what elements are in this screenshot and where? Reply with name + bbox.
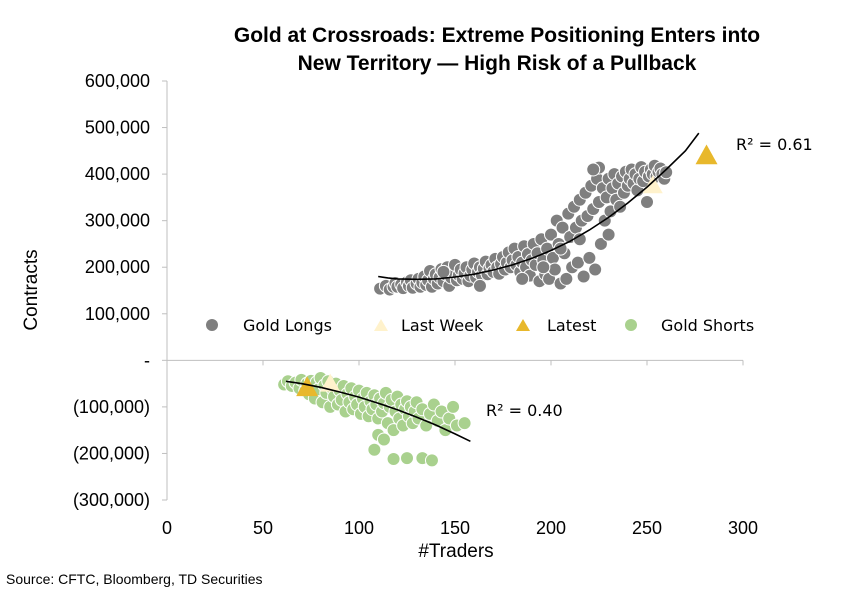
series-gold-longs — [373, 158, 674, 297]
x-tick-label: 100 — [344, 518, 374, 538]
x-tick-label: 300 — [728, 518, 758, 538]
gold-longs-trendline — [378, 132, 700, 281]
gold-longs-point — [515, 271, 530, 286]
gold-shorts-point — [367, 442, 382, 457]
gold-longs-point — [544, 227, 558, 242]
legend-label-last-week: Last Week — [401, 316, 484, 335]
legend-label-latest: Latest — [547, 316, 596, 335]
legend-label-gold-longs: Gold Longs — [243, 316, 332, 335]
chart-title-line-1: Gold at Crossroads: Extreme Positioning … — [234, 24, 760, 47]
gold-shorts-point — [400, 451, 414, 466]
gold-longs-point — [576, 269, 591, 284]
y-tick-label: (200,000) — [73, 443, 150, 463]
gold-shorts-point — [376, 432, 391, 447]
gold-shorts-point — [424, 453, 439, 468]
source-note: Source: CFTC, Bloomberg, TD Securities — [6, 571, 263, 587]
y-tick-label: (300,000) — [73, 490, 150, 510]
last-week-point — [642, 175, 663, 194]
longs-r2-label: R² = 0.61 — [736, 135, 813, 154]
gold-shorts-point — [446, 399, 461, 414]
x-tick-label: 0 — [162, 518, 172, 538]
y-tick-label: 500,000 — [85, 118, 150, 138]
y-tick-label: - — [144, 350, 150, 370]
y-tick-label: (100,000) — [73, 397, 150, 417]
gold-longs-point — [601, 227, 616, 242]
legend-marker-latest — [516, 319, 530, 331]
series-layer — [277, 132, 718, 468]
gold-longs-point — [640, 195, 654, 210]
x-tick-label: 250 — [632, 518, 662, 538]
x-tick-label: 150 — [440, 518, 470, 538]
legend-marker-gold-longs — [206, 319, 218, 331]
legend-marker-last-week — [374, 319, 388, 331]
y-tick-label: 600,000 — [85, 71, 150, 91]
gold-longs-point — [659, 165, 674, 180]
gold-longs-point — [593, 236, 608, 251]
axis-layer: 600,000 500,000 400,000 300,000 200,000 100,0… — [73, 71, 758, 538]
legend: Gold Longs Last Week Latest Gold Shorts — [206, 316, 754, 335]
gold-shorts-point — [457, 416, 472, 431]
x-tick-label: 50 — [253, 518, 273, 538]
gold-shorts-point — [386, 452, 401, 467]
latest-point — [296, 376, 319, 397]
series-last-week — [320, 175, 663, 392]
shorts-r2-label: R² = 0.40 — [486, 401, 563, 420]
series-latest — [296, 144, 718, 397]
y-tick-label: 400,000 — [85, 164, 150, 184]
gold-longs-point — [586, 162, 601, 177]
y-tick-label: 300,000 — [85, 211, 150, 231]
legend-marker-gold-shorts — [625, 319, 637, 331]
legend-label-gold-shorts: Gold Shorts — [661, 316, 754, 335]
gold-longs-point — [613, 199, 628, 214]
chart-title-line-2: New Territory — High Risk of a Pullback — [298, 52, 697, 75]
gold-shorts-trendline — [285, 380, 471, 443]
chart-title: Gold at Crossroads: Extreme Positioning … — [234, 24, 760, 75]
x-tick-label: 200 — [536, 518, 566, 538]
gold-longs-point — [582, 250, 597, 265]
latest-point — [695, 144, 718, 165]
gold-longs-point — [436, 264, 451, 279]
y-tick-label: 100,000 — [85, 304, 150, 324]
gold-longs-point — [536, 260, 551, 275]
y-axis-title: Contracts — [21, 249, 42, 330]
last-week-point — [320, 373, 341, 392]
gold-longs-point — [588, 262, 603, 277]
y-tick-label: 200,000 — [85, 257, 150, 277]
x-axis-title: #Traders — [418, 541, 493, 562]
gold-longs-point — [559, 271, 574, 286]
gold-longs-point — [472, 278, 487, 293]
gold-longs-point — [547, 262, 562, 277]
